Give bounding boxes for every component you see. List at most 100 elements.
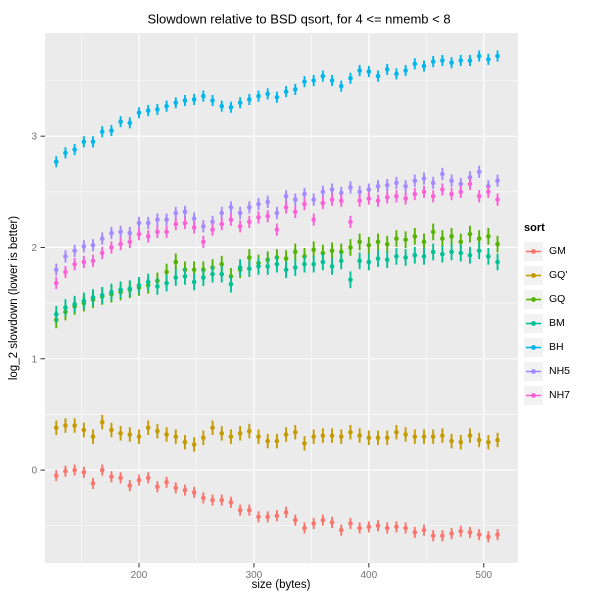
point-BM [90,295,96,300]
legend-item-label: BH [549,341,564,353]
point-GM [403,525,408,531]
point-GM [256,514,261,520]
point-BM [136,283,142,288]
point-NH5 [191,216,197,221]
point-GQ' [467,433,473,438]
point-GM [136,477,142,483]
point-NH5 [164,217,169,222]
point-GM [458,528,464,534]
point-GQ [449,234,454,239]
y-tick-label: 0 [31,466,37,477]
point-GM [109,474,114,480]
point-GM [72,467,77,473]
point-BH [164,103,169,109]
point-GQ [247,255,252,260]
point-GQ' [109,427,114,433]
point-NH7 [136,231,142,237]
point-NH5 [338,190,344,196]
point-GM [274,513,280,518]
point-NH5 [311,197,316,202]
point-BM [274,261,280,267]
point-GQ [421,239,427,245]
point-BH [109,128,114,133]
point-GM [329,520,335,525]
point-BM [486,254,491,259]
legend-item-NH5: NH5 [524,359,570,383]
point-NH7 [90,258,96,264]
point-GM [412,530,418,535]
point-NH7 [421,189,427,195]
point-GM [118,475,123,481]
point-BH [329,78,335,83]
point-BM [210,271,215,277]
point-GM [182,487,188,493]
point-GM [219,497,225,503]
point-BH [348,75,353,81]
point-GQ' [338,434,344,439]
point-BH [219,103,225,109]
x-tick-label: 400 [360,570,377,581]
point-NH7 [127,239,133,245]
point-BH [311,78,316,83]
point-GM [164,480,169,485]
point-NH5 [265,199,271,205]
point-BH [412,61,418,67]
pointrange-icon [526,296,541,302]
point-GM [449,531,454,536]
point-GQ [292,249,298,255]
point-GQ [384,241,390,247]
point-GQ' [320,433,326,438]
point-BH [375,73,381,79]
point-BH [265,91,271,97]
point-GQ' [72,423,77,428]
point-GQ' [53,425,59,431]
point-GM [366,524,372,530]
point-BH [99,129,105,135]
point-BH [449,60,454,66]
point-NH5 [53,267,59,273]
point-NH5 [118,229,123,235]
point-GM [53,473,59,478]
point-GQ' [210,425,215,431]
point-GQ [164,269,169,275]
legend-key-swatch [524,361,543,381]
point-GQ' [265,438,271,444]
point-GM [155,484,160,490]
point-NH5 [384,182,390,188]
point-GQ' [90,434,96,439]
legend-item-GQ: GQ [524,287,570,311]
point-GQ' [384,435,390,441]
point-GQ [173,259,179,265]
point-NH7 [247,219,252,225]
point-BH [191,97,197,102]
point-BH [118,119,123,125]
point-NH7 [109,245,114,250]
chart-title: Slowdown relative to BSD qsort, for 4 <=… [147,11,451,27]
point-GQ' [329,433,335,438]
point-NH7 [375,198,381,204]
point-NH5 [237,210,243,216]
point-BM [191,279,197,285]
point-GM [486,534,491,540]
point-BM [412,252,418,258]
point-BM [237,265,243,270]
point-NH7 [283,205,289,210]
point-GM [495,532,500,537]
point-BM [329,264,335,269]
point-NH5 [366,187,372,192]
point-GQ' [228,434,234,439]
point-BM [63,305,68,310]
point-NH7 [210,227,215,232]
point-NH5 [90,242,96,248]
point-BH [292,87,298,92]
point-GM [81,469,87,475]
point-NH5 [283,193,289,199]
point-GM [247,507,252,513]
point-GQ [283,256,289,261]
point-GM [228,500,234,505]
point-BH [173,100,179,106]
point-BH [458,58,464,63]
point-NH5 [292,197,298,202]
point-BM [348,277,353,283]
